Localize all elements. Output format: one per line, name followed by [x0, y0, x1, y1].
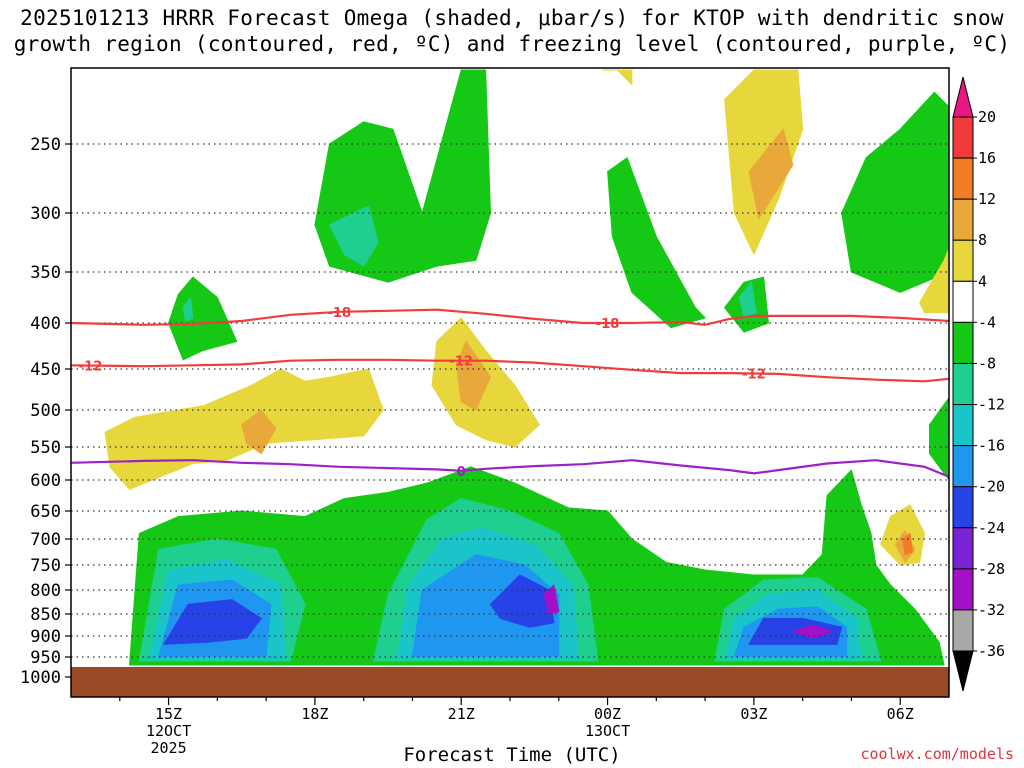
y-tick-label-550: 550	[30, 438, 61, 458]
y-tick-label-350: 350	[30, 263, 61, 283]
colorbar-arrow-top	[952, 76, 974, 118]
omega-shading-layer	[104, 69, 949, 666]
colorbar-label-5: -4	[978, 313, 996, 331]
y-tick-label-900: 900	[30, 627, 61, 647]
x-tick-label-18Z-1: 18Z	[301, 705, 328, 723]
contour-layer: -18 -18 -12 -12 -12 0	[71, 306, 949, 480]
colorbar-label-13: -36	[978, 642, 1005, 660]
y-tick-label-750: 750	[30, 556, 61, 576]
x-axis-title: Forecast Time (UTC)	[403, 744, 621, 766]
x-tick-label-00Z-2: 13OCT	[585, 722, 630, 740]
x-tick-label-15Z-2: 12OCT	[146, 722, 191, 740]
y-tick-label-700: 700	[30, 530, 61, 550]
colorbar-label-8: -16	[978, 437, 1005, 455]
colorbar-label-2: 12	[978, 190, 996, 208]
omega-shade-8-0	[902, 532, 913, 556]
contour-dgz_minus18	[71, 308, 949, 326]
colorbar-segment-2	[952, 198, 974, 241]
colorbar-segment-1	[952, 157, 974, 200]
omega-shade-0-1	[314, 69, 491, 283]
omega-shade-1-4	[182, 297, 194, 322]
y-tick-label-500: 500	[30, 401, 61, 421]
contour-label-freezing-0: 0	[457, 465, 466, 480]
colorbar-segment-6	[952, 362, 974, 406]
colorbar-segment-4	[952, 280, 974, 323]
y-tick-label-850: 850	[30, 605, 61, 625]
colorbar-label-0: 20	[978, 108, 996, 126]
omega-shade-7-2	[748, 128, 794, 220]
colorbar-segment-3	[952, 239, 974, 282]
omega-shade-0-5	[841, 91, 949, 293]
ground-surface	[71, 667, 949, 697]
colorbar-label-12: -32	[978, 601, 1005, 619]
contour-freezing	[71, 459, 949, 478]
omega-shade-7-0	[241, 409, 277, 455]
omega-shade-5-0	[543, 584, 560, 615]
omega-shade-6-5	[602, 69, 633, 86]
colorbar-segment-11	[952, 568, 974, 611]
x-tick-label-06Z-1: 06Z	[887, 705, 914, 723]
colorbar-segment-12	[952, 609, 974, 652]
contour-label-dgz_minus18-1: -18	[596, 317, 620, 332]
colorbar-label-10: -24	[978, 519, 1005, 537]
omega-colorbar: 20 16 12 8 4 -4 -8 -12 -16 -20 -24 -28 -32 -36	[952, 76, 1005, 692]
x-tick-label-03Z-1: 03Z	[740, 705, 767, 723]
omega-shade-6-3	[919, 247, 949, 314]
omega-shade-1-5	[738, 281, 757, 319]
colorbar-label-1: 16	[978, 149, 996, 167]
omega-shade-0-6	[929, 397, 949, 481]
contour-label-dgz_minus12-2: -12	[742, 368, 766, 383]
colorbar-label-3: 8	[978, 231, 987, 249]
y-tick-label-450: 450	[30, 360, 61, 380]
chart-title-line-2: growth region (contoured, red, ºC) and f…	[13, 32, 1011, 56]
y-tick-label-1000: 1000	[20, 668, 61, 688]
omega-shade-4-0	[163, 599, 262, 645]
colorbar-label-9: -20	[978, 478, 1005, 496]
colorbar-segment-5	[952, 321, 974, 364]
colorbar-label-4: 4	[978, 272, 987, 290]
contour-label-dgz_minus18-0: -18	[328, 306, 352, 321]
gridlines	[71, 143, 949, 658]
contour-label-dgz_minus12-1: -12	[449, 355, 473, 370]
source-credit: coolwx.com/models	[860, 745, 1014, 763]
omega-shade-0-3	[607, 157, 706, 329]
x-tick-label-15Z-1: 15Z	[155, 705, 182, 723]
y-tick-label-800: 800	[30, 581, 61, 601]
chart-title-line-1: 2025101213 HRRR Forecast Omega (shaded, …	[20, 6, 1004, 30]
contour-label-dgz_minus12-0: -12	[79, 360, 103, 375]
colorbar-segment-0	[952, 116, 974, 159]
y-tick-label-600: 600	[30, 471, 61, 491]
omega-shade-5-1	[792, 624, 833, 639]
omega-shade-1-3	[329, 205, 379, 267]
colorbar-label-11: -28	[978, 560, 1005, 578]
colorbar-segment-10	[952, 527, 974, 570]
x-tick-label-21Z-1: 21Z	[448, 705, 475, 723]
colorbar-arrow-bottom	[952, 650, 974, 692]
colorbar-segment-8	[952, 445, 974, 488]
x-tick-label-15Z-3: 2025	[150, 739, 186, 757]
y-tick-label-300: 300	[30, 204, 61, 224]
colorbar-label-7: -12	[978, 396, 1005, 414]
colorbar-segment-7	[952, 404, 974, 447]
colorbar-label-6: -8	[978, 354, 996, 372]
x-tick-label-00Z-1: 00Z	[594, 705, 621, 723]
y-tick-label-400: 400	[30, 314, 61, 334]
omega-shade-0-2	[168, 276, 238, 361]
omega-shade-7-1	[455, 340, 491, 411]
y-tick-label-650: 650	[30, 502, 61, 522]
y-tick-label-950: 950	[30, 648, 61, 668]
pressure-axis: 2503003504004505005506006507007508008509…	[20, 135, 71, 688]
colorbar-segment-9	[952, 486, 974, 529]
contour-dgz_minus12	[71, 358, 949, 383]
y-tick-label-250: 250	[30, 135, 61, 155]
